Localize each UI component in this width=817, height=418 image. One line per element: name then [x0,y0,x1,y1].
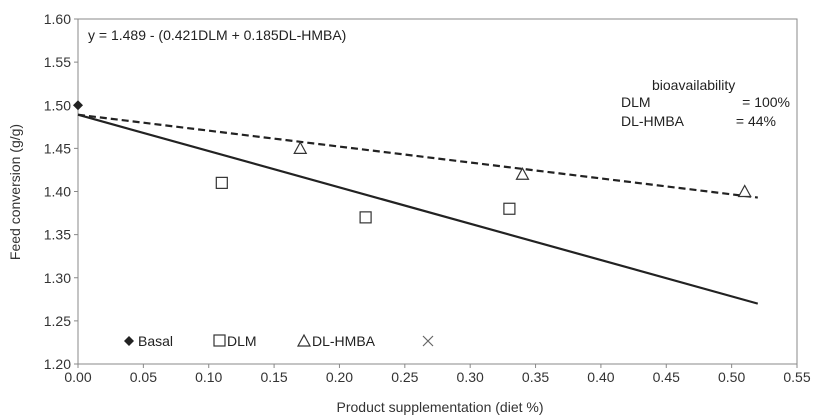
y-tick-label: 1.45 [44,140,71,156]
y-axis-ticks: 1.20 1.25 1.30 1.35 1.40 1.45 1.50 1.55 1.60 [44,11,78,372]
y-tick-label: 1.30 [44,270,71,286]
fit-line-dlm [77,113,759,305]
point-dl-hmba [515,166,530,180]
y-tick-label: 1.20 [44,356,71,372]
x-tick-label: 0.40 [587,369,614,385]
legend-dlhmba-marker [296,333,312,347]
x-tick-label: 0.00 [64,369,91,385]
fit-lines [77,113,759,305]
x-axis-ticks: 0.00 0.05 0.10 0.15 0.20 0.25 0.30 0.35 0.40 0.45… [64,364,811,385]
data-points [73,100,752,224]
y-tick-label: 1.55 [44,54,71,70]
y-tick-label: 1.40 [44,184,71,200]
point-dl-hmba [737,184,752,198]
x-axis-label: Product supplementation (diet %) [337,399,544,415]
bioavailability-hmba-name: DL-HMBA [621,113,685,129]
fit-line-dl-hmba [77,113,758,199]
plot-area [77,18,798,365]
point-dl-hmba [293,141,308,154]
x-tick-label: 0.35 [522,369,549,385]
x-tick-label: 0.05 [130,369,157,385]
x-tick-label: 0.55 [783,369,810,385]
x-tick-label: 0.30 [457,369,484,385]
point-dlm [215,176,228,189]
point-dlm [503,202,516,215]
x-tick-label: 0.10 [195,369,222,385]
legend: Basal DLM DL-HMBA [124,333,434,349]
x-tick-label: 0.25 [391,369,418,385]
bioavailability-hmba-value: = 44% [736,113,776,129]
y-tick-label: 1.50 [44,97,71,113]
y-tick-label: 1.25 [44,313,71,329]
legend-basal-marker [124,336,134,346]
point-dlm [359,211,372,224]
x-tick-label: 0.50 [718,369,745,385]
regression-equation: y = 1.489 - (0.421DLM + 0.185DL-HMBA) [88,27,346,43]
x-tick-label: 0.45 [653,369,680,385]
bioavailability-dlm-name: DLM [621,94,651,110]
point-basal [73,100,83,111]
y-axis-label: Feed conversion (g/g) [7,124,23,260]
legend-dlm-marker [213,334,226,347]
legend-basal-label: Basal [138,333,173,349]
bioavailability-dlm-value: = 100% [742,94,790,110]
y-tick-label: 1.35 [44,227,71,243]
legend-x-marker [422,335,434,347]
x-tick-label: 0.20 [326,369,353,385]
x-tick-label: 0.15 [260,369,287,385]
y-tick-label: 1.60 [44,11,71,27]
bioavailability-title: bioavailability [652,77,735,93]
legend-dlm-label: DLM [227,333,257,349]
legend-dlhmba-label: DL-HMBA [312,333,376,349]
